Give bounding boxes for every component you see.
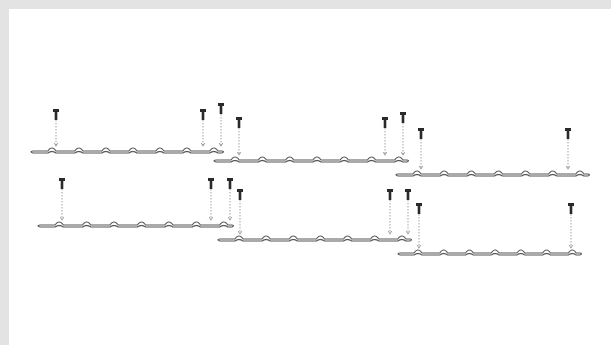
- screw-row1-5: [382, 117, 388, 156]
- screw-row1-2: [200, 109, 206, 147]
- screw-row2-1: [59, 178, 65, 221]
- screw-row1-4: [236, 117, 242, 156]
- screw-row1-6: [400, 112, 406, 156]
- sheet-row1-2: [213, 156, 410, 163]
- sheet-row2-3: [397, 249, 583, 256]
- sheet-row1-3: [395, 170, 591, 177]
- screw-row2-8: [568, 203, 574, 249]
- sheet-row2-2: [217, 235, 413, 242]
- screw-row2-7: [416, 203, 422, 249]
- screw-row2-2: [208, 178, 214, 221]
- screw-row1-3: [218, 103, 224, 147]
- screw-row2-5: [387, 189, 393, 235]
- screw-row2-4: [237, 189, 243, 235]
- sheet-row1-1: [30, 147, 225, 154]
- screw-row1-7: [418, 128, 424, 170]
- sheet-row2-1: [37, 221, 235, 228]
- screw-row1-1: [53, 109, 59, 147]
- screw-row1-8: [565, 128, 571, 170]
- screw-row2-6: [405, 189, 411, 235]
- screw-row2-3: [227, 178, 233, 221]
